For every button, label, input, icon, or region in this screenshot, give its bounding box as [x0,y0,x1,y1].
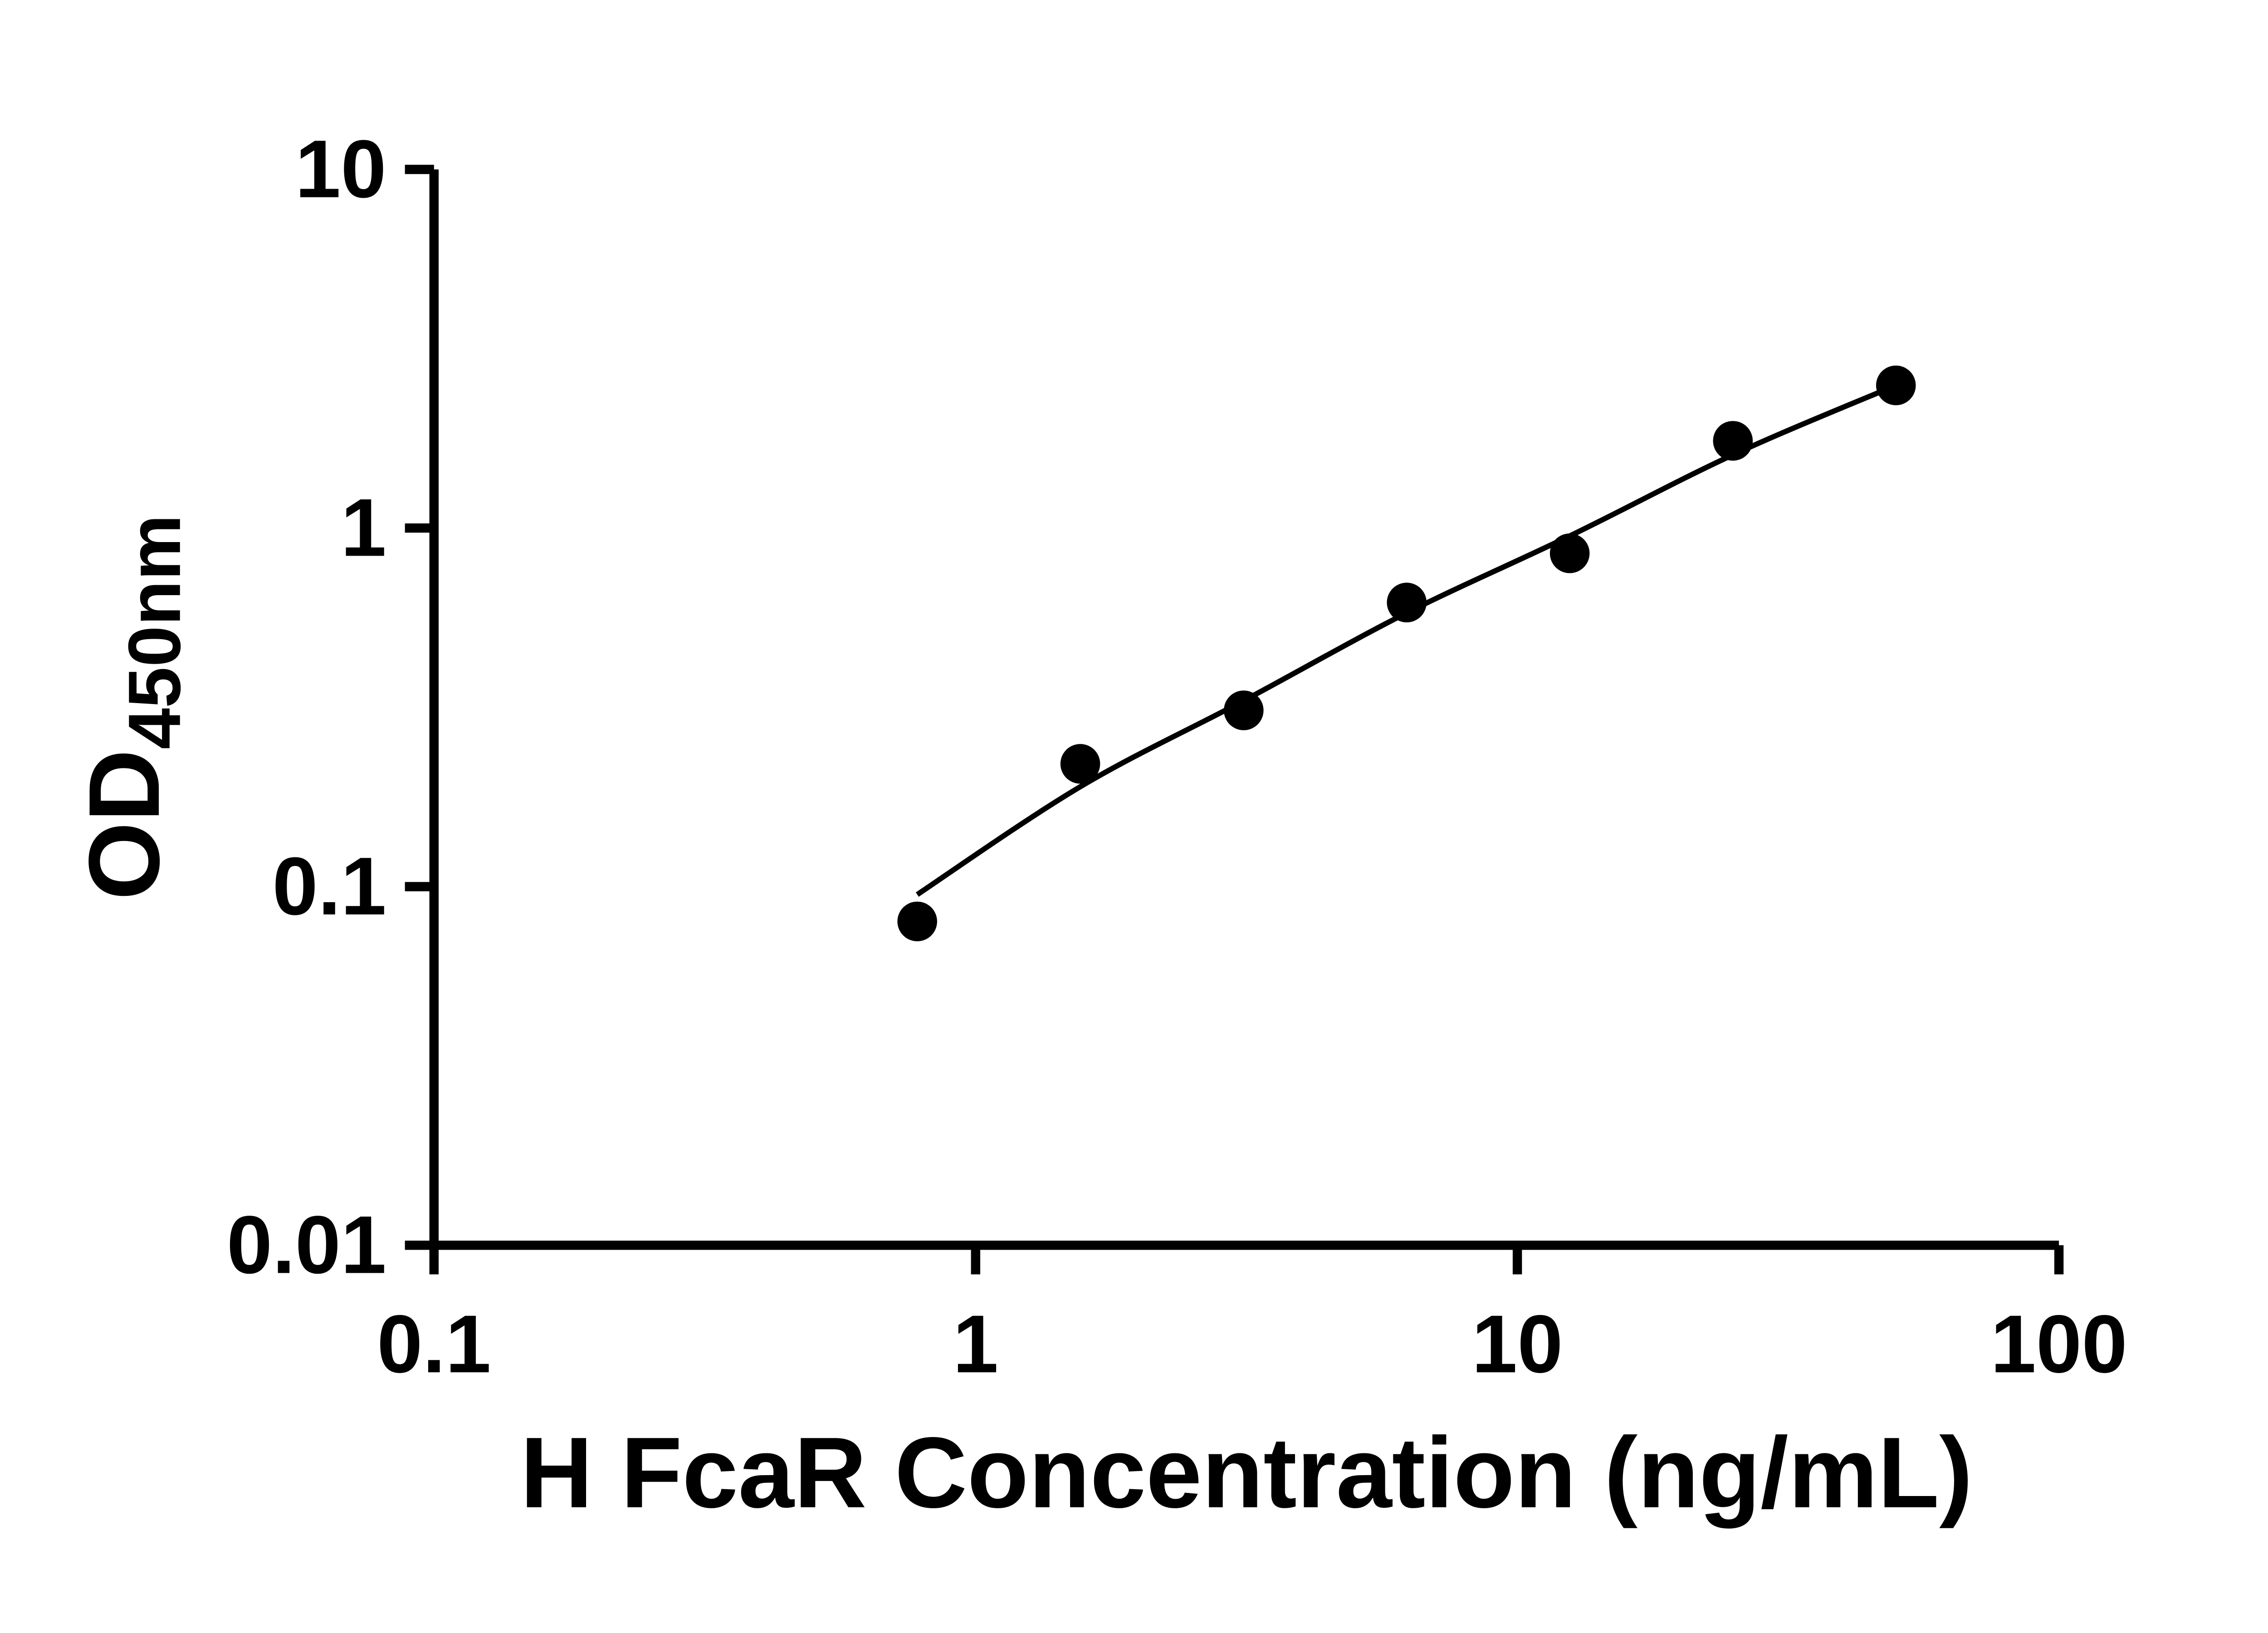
data-point [1060,744,1100,784]
data-point [897,901,937,942]
data-point [1876,365,1916,406]
x-tick-label: 1 [953,1298,999,1390]
x-tick-label: 0.1 [377,1298,491,1390]
data-point [1713,421,1753,461]
y-tick-label: 0.01 [227,1199,386,1291]
y-tick-label: 1 [341,482,386,573]
y-tick-label: 0.1 [272,841,386,932]
x-tick-label: 10 [1472,1298,1563,1390]
data-point [1387,582,1427,623]
x-axis-title: H FcaR Concentration (ng/mL) [520,1416,1973,1529]
data-point [1549,533,1590,573]
x-tick-label: 100 [1990,1298,2127,1390]
y-axis-title: OD450nm [68,514,196,900]
fit-curve [915,383,1897,897]
y-tick-label: 10 [295,123,386,215]
data-point [1224,690,1264,730]
